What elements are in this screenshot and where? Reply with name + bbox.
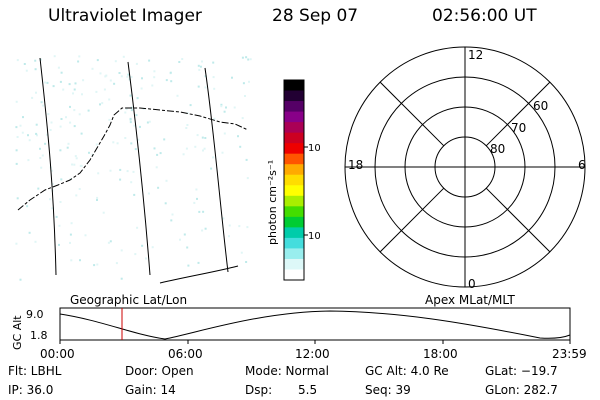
mlt-label-6: 6 xyxy=(578,158,586,172)
polar-diagonal xyxy=(379,81,445,147)
app-title: Ultraviolet Imager xyxy=(48,6,202,26)
mlat-label-80: 80 xyxy=(490,142,505,156)
mlat-label-60: 60 xyxy=(533,99,548,113)
timeline-frame xyxy=(59,307,571,341)
orbit-altitude-timeline: GC Alt 9.0 1.8 00:00 06:00 12:00 18:00 2… xyxy=(11,307,587,361)
longitude-line xyxy=(127,61,151,276)
timeline-xtick-1800: 18:00 xyxy=(423,347,458,361)
geographic-image-panel xyxy=(15,55,252,284)
info-ip: IP: 36.0 xyxy=(8,383,54,397)
header-date: 28 Sep 07 xyxy=(272,6,359,26)
colorbar: 100 10 photon cm⁻²s⁻¹ xyxy=(266,79,320,281)
info-dsp-value: 5.5 xyxy=(298,383,318,397)
colorbar-tick-10: 10 xyxy=(308,231,320,242)
mlt-label-12: 12 xyxy=(468,48,483,62)
info-filter: Flt: LBHL xyxy=(8,364,62,378)
header-time: 02:56:00 UT xyxy=(432,6,537,26)
info-gc-alt: GC Alt: 4.0 Re xyxy=(365,364,449,378)
apex-label: Apex MLat/MLT xyxy=(425,293,515,307)
mlt-label-18: 18 xyxy=(348,158,363,172)
timeline-ytick-low: 1.8 xyxy=(30,329,48,342)
colorbar-label: photon cm⁻²s⁻¹ xyxy=(266,160,279,245)
latitude-line xyxy=(159,265,239,284)
timeline-axis-label: GC Alt xyxy=(11,315,24,350)
longitude-line xyxy=(39,57,57,276)
altitude-curve xyxy=(59,310,571,340)
mlat-label-70: 70 xyxy=(511,121,526,135)
info-dsp-label: Dsp: xyxy=(245,383,273,397)
info-mode: Mode: Normal xyxy=(245,364,329,378)
polar-diagonal xyxy=(485,187,551,253)
timeline-xtick-0000: 00:00 xyxy=(40,347,75,361)
terminator-line xyxy=(17,107,249,211)
longitude-line xyxy=(204,67,229,273)
timeline-xtick-1200: 12:00 xyxy=(295,347,330,361)
info-seq: Seq: 39 xyxy=(365,383,411,397)
timeline-xtick-0600: 06:00 xyxy=(168,347,203,361)
timeline-xtick-2359: 23:59 xyxy=(552,347,587,361)
auroral-emission-speckles xyxy=(15,55,252,281)
info-gain: Gain: 14 xyxy=(125,383,176,397)
timeline-ytick-high: 9.0 xyxy=(26,308,44,321)
colorbar-tick-100: 100 xyxy=(308,143,320,154)
colorbar-frame xyxy=(283,79,305,281)
polar-diagonal xyxy=(379,187,445,253)
info-glat: GLat: −19.7 xyxy=(485,364,558,378)
polar-plot: 12 18 6 0 60 70 80 xyxy=(344,46,586,291)
geographic-label: Geographic Lat/Lon xyxy=(70,293,188,307)
info-door: Door: Open xyxy=(125,364,194,378)
info-glon: GLon: 282.7 xyxy=(485,383,558,397)
colorbar-gradient xyxy=(284,80,304,281)
mlt-label-0: 0 xyxy=(468,277,476,291)
polar-diagonal xyxy=(485,81,551,147)
